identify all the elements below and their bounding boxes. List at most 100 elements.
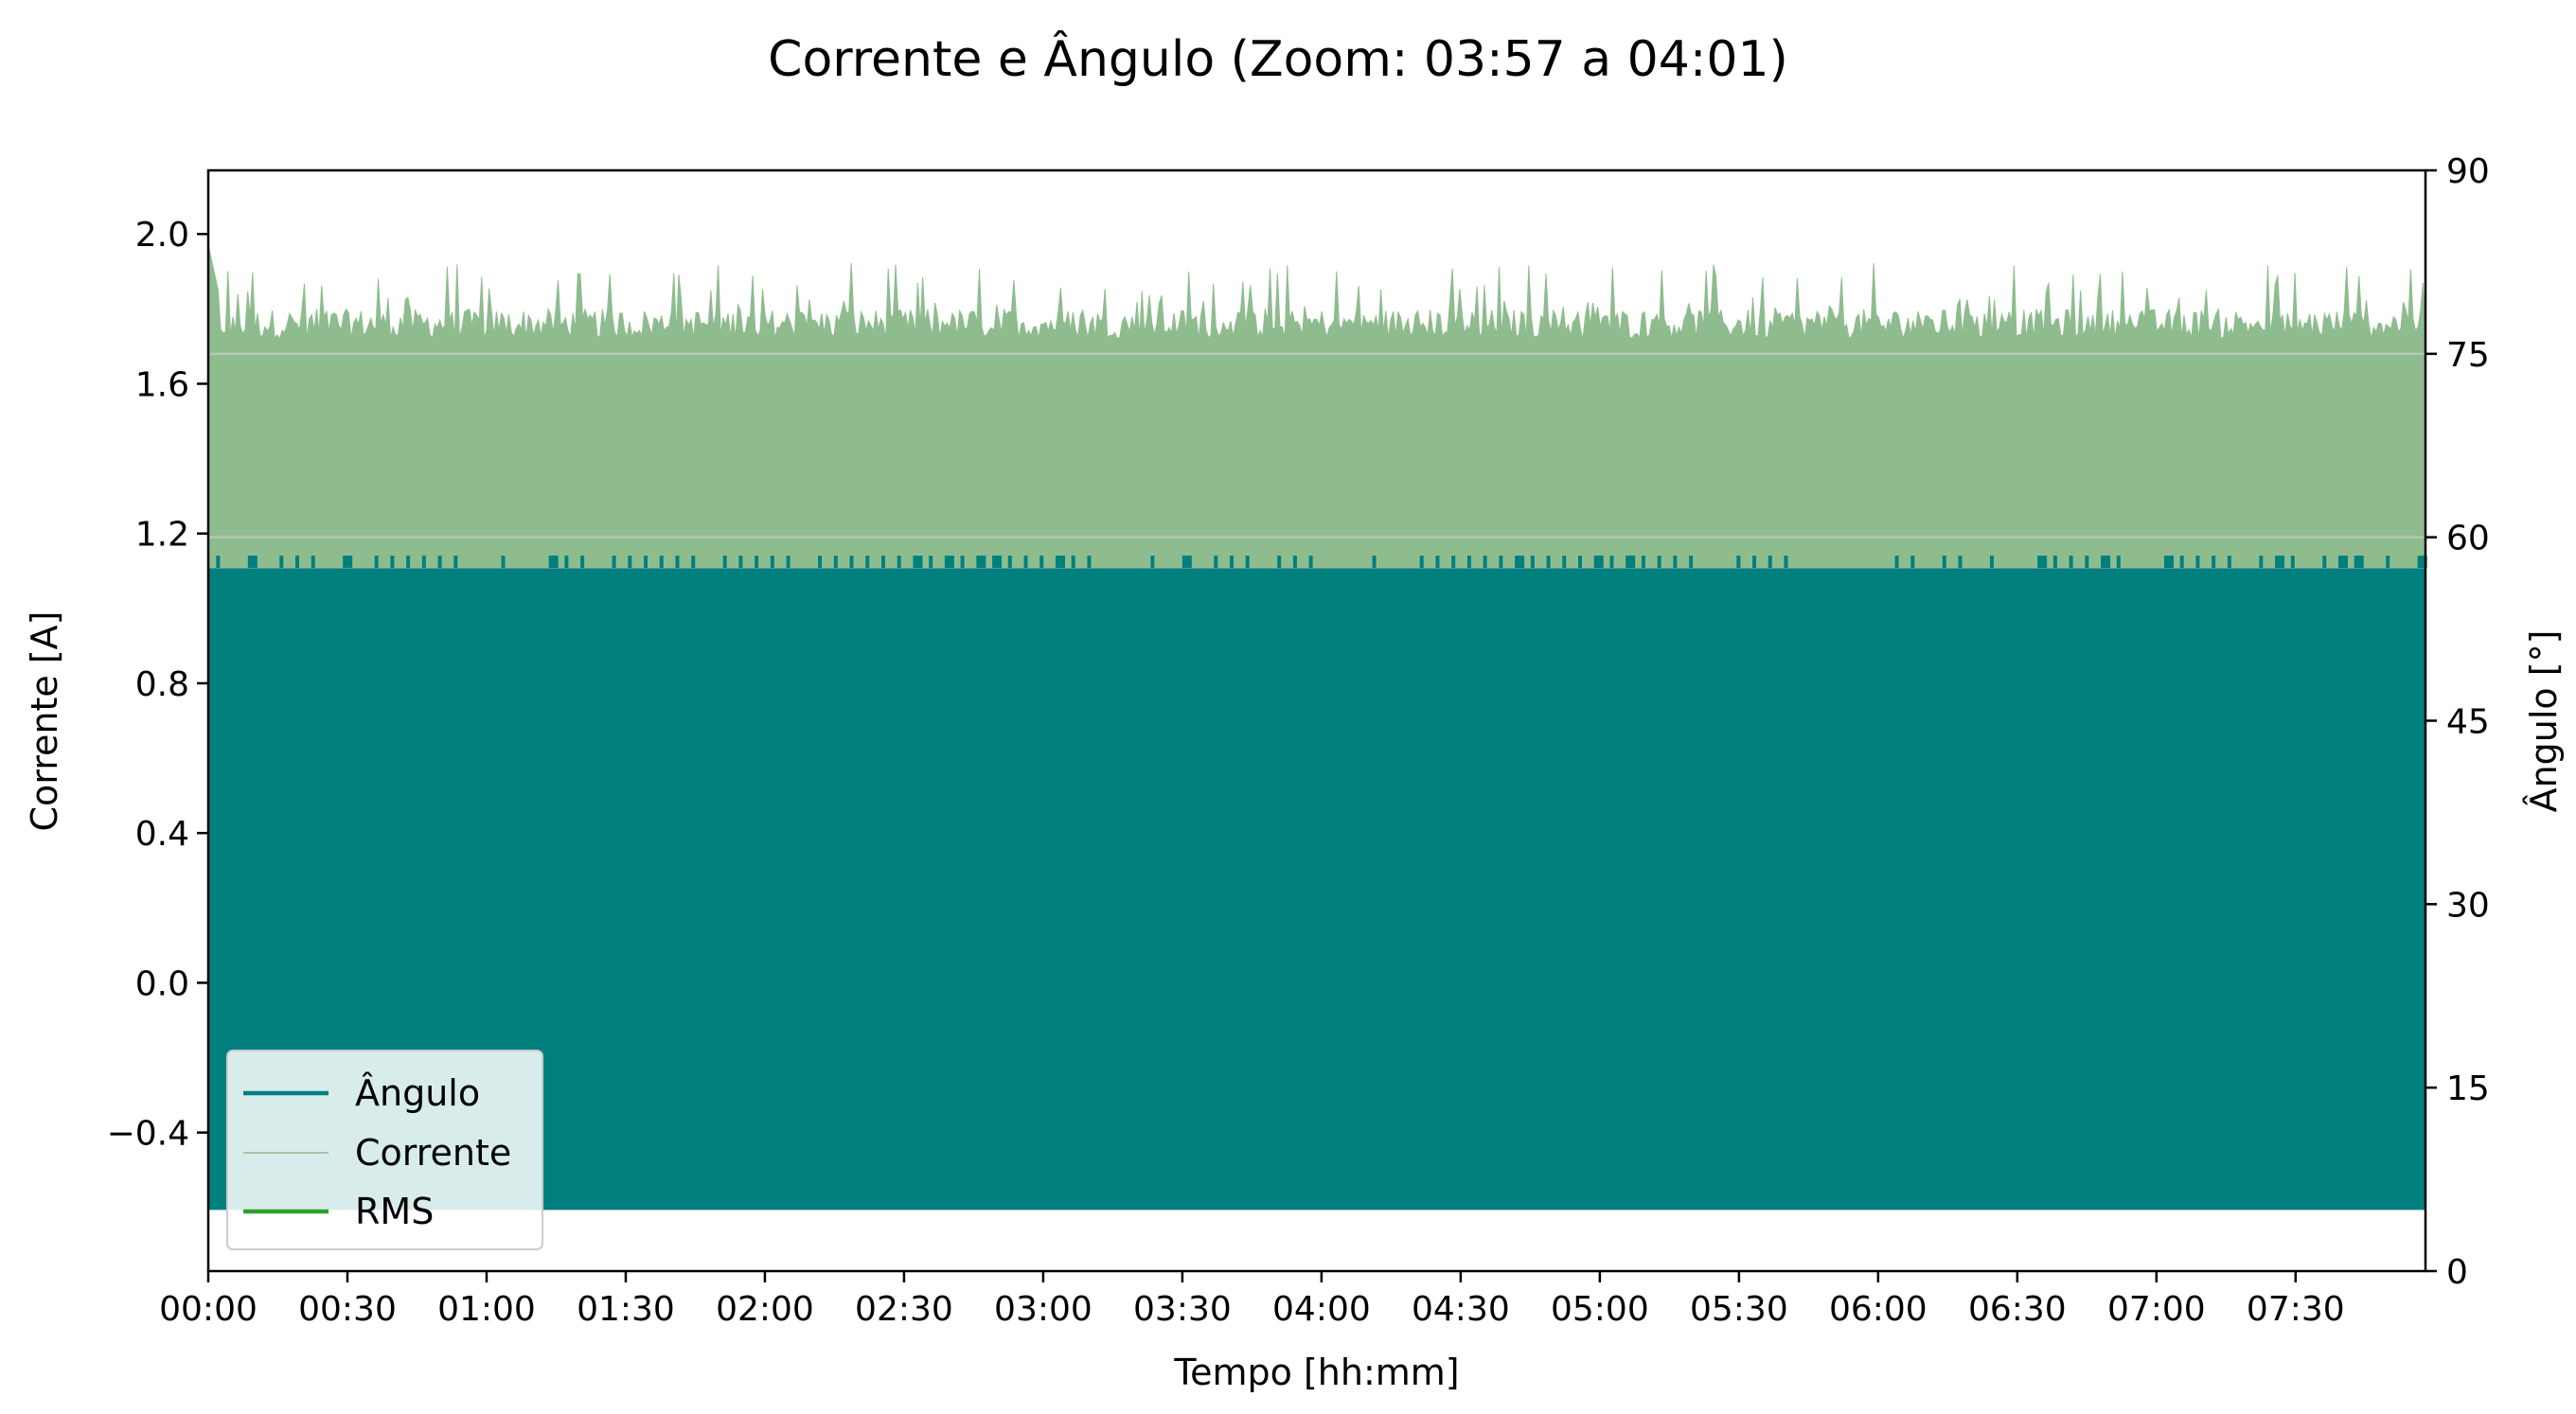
series-angulo-spike — [897, 556, 901, 568]
series-angulo-spike — [311, 556, 315, 568]
series-angulo-spike — [279, 556, 284, 568]
series-angulo-spike — [818, 556, 823, 568]
series-angulo-spike — [2227, 556, 2231, 568]
series-angulo-spike — [1641, 556, 1645, 568]
x-tick-label: 07:00 — [2107, 1290, 2206, 1329]
x-axis-label: Tempo [hh:mm] — [1173, 1352, 1459, 1393]
series-angulo-spike — [675, 556, 680, 568]
series-angulo-spike — [2259, 556, 2264, 568]
series-angulo-spike — [1578, 556, 1583, 568]
series-angulo-spike — [1372, 556, 1377, 568]
series-angulo-spike — [2052, 556, 2057, 568]
y-right-tick-label: 90 — [2446, 152, 2490, 191]
series-angulo-spike — [1689, 556, 1694, 568]
series-angulo-spike — [216, 556, 221, 568]
series-angulo-spike — [564, 556, 569, 568]
series-angulo-spike — [2037, 556, 2048, 568]
series-angulo-spike — [2290, 556, 2295, 568]
series-angulo-spike — [849, 556, 854, 568]
series-angulo-spike — [1752, 556, 1757, 568]
series-angulo-spike — [865, 556, 870, 568]
series-angulo-spike — [1071, 556, 1075, 568]
series-angulo-spike — [1308, 556, 1313, 568]
y-axis-right-label: Ângulo [°] — [2523, 630, 2565, 813]
y-left-tick-label: 1.2 — [135, 516, 189, 555]
series-angulo-spike — [2085, 556, 2089, 568]
y-right-tick-label: 60 — [2446, 520, 2490, 558]
series-angulo-spike — [406, 556, 411, 568]
series-angulo-spike — [343, 556, 353, 568]
series-angulo-spike — [960, 556, 965, 568]
series-angulo-spike — [1609, 556, 1614, 568]
series-angulo-spike — [1229, 556, 1234, 568]
series-angulo-spike — [659, 556, 664, 568]
series-angulo-spike — [1784, 556, 1788, 568]
y-left-tick-label: −0.4 — [107, 1115, 189, 1154]
series-angulo-spike — [295, 556, 300, 568]
series-angulo-spike — [880, 556, 885, 568]
series-angulo-spike — [1292, 556, 1297, 568]
series-angulo-spike — [501, 556, 506, 568]
y-right-tick-label: 15 — [2446, 1069, 2490, 1108]
y-right-tick-label: 45 — [2446, 703, 2490, 742]
series-angulo-spike — [1989, 556, 1994, 568]
series-angulo-spike — [1593, 556, 1604, 568]
series-angulo-spike — [2212, 556, 2216, 568]
legend: Ângulo Corrente RMS — [226, 1050, 543, 1250]
series-angulo-spike — [1499, 556, 1503, 568]
legend-label-rms: RMS — [355, 1191, 434, 1232]
x-tick-label: 02:00 — [716, 1290, 814, 1329]
y-left-tick-label: 0.0 — [135, 964, 189, 1003]
series-angulo-spike — [1055, 556, 1065, 568]
legend-label-corrente: Corrente — [355, 1132, 511, 1174]
series-angulo-spike — [1483, 556, 1487, 568]
series-angulo-spike — [2179, 556, 2184, 568]
x-tick-label: 07:30 — [2247, 1290, 2345, 1329]
series-angulo-spike — [644, 556, 648, 568]
series-angulo-spike — [548, 556, 559, 568]
series-angulo-spike — [2337, 556, 2348, 568]
series-angulo-spike — [421, 556, 426, 568]
series-angulo-spike — [2116, 556, 2121, 568]
y-left-tick-label: 1.6 — [135, 365, 189, 404]
series-angulo-spike — [1451, 556, 1456, 568]
series-angulo-spike — [1910, 556, 1915, 568]
series-angulo-spike — [437, 556, 442, 568]
series-angulo-spike — [2417, 556, 2427, 568]
series-angulo-spike — [1958, 556, 1963, 568]
y-left-tick-label: 0.8 — [135, 665, 189, 704]
x-tick-label: 06:00 — [1829, 1290, 1928, 1329]
chart-title: Corrente e Ângulo (Zoom: 03:57 a 04:01) — [768, 30, 1788, 88]
series-angulo-spike — [1181, 556, 1192, 568]
series-angulo-spike — [580, 556, 585, 568]
series-angulo-spike — [786, 556, 791, 568]
x-tick-label: 04:30 — [1412, 1290, 1510, 1329]
series-angulo-spike — [1419, 556, 1424, 568]
x-tick-label: 01:30 — [577, 1290, 675, 1329]
series-angulo-spike — [1039, 556, 1044, 568]
x-tick-label: 01:00 — [437, 1290, 536, 1329]
series-corrente-band — [207, 245, 2426, 569]
y-right-tick-label: 0 — [2446, 1253, 2468, 1292]
series-angulo-spike — [1736, 556, 1741, 568]
y-axis-left-label: Corrente [A] — [24, 611, 65, 832]
series-angulo-spike — [1562, 556, 1567, 568]
y-right-tick-label: 75 — [2446, 336, 2490, 375]
series-angulo-spike — [1087, 556, 1092, 568]
series-angulo-spike — [2386, 556, 2390, 568]
plot-area — [207, 245, 2427, 1211]
series-angulo-spike — [738, 556, 743, 568]
series-angulo-spike — [2069, 556, 2073, 568]
x-tick-label: 00:00 — [159, 1290, 258, 1329]
series-angulo-spike — [913, 556, 923, 568]
series-angulo-spike — [992, 556, 1003, 568]
series-angulo-spike — [1435, 556, 1440, 568]
series-angulo-spike — [374, 556, 379, 568]
series-angulo-spike — [944, 556, 954, 568]
series-angulo-spike — [691, 556, 696, 568]
series-angulo-spike — [1150, 556, 1155, 568]
x-tick-label: 00:30 — [298, 1290, 397, 1329]
left-axis: 2.0 1.6 1.2 0.8 0.4 0.0 −0.4 — [107, 216, 208, 1154]
series-angulo-spike — [1277, 556, 1282, 568]
